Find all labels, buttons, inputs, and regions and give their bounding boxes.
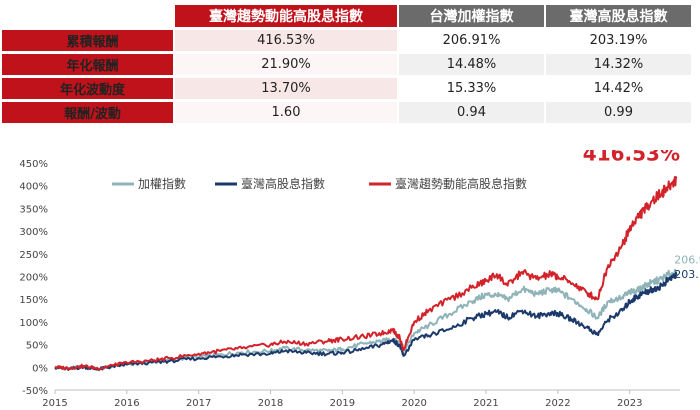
x-tick-label: 2020 [401,398,426,409]
y-tick-label: 100% [19,318,48,329]
x-tick-label: 2019 [330,398,355,409]
end-value-label: 206.91% [674,253,700,266]
series-line-2 [54,271,678,371]
row-label: 累積報酬 [2,30,173,51]
stats-row-annual-volatility: 年化波動度 13.70% 15.33% 14.42% [2,78,691,99]
momentum-value: 416.53% [175,30,397,51]
high-dividend-value: 14.32% [546,54,691,75]
end-value-label: 203.19% [674,268,700,281]
row-label: 報酬/波動 [2,102,173,123]
y-tick-label: 0% [32,363,48,374]
y-tick-label: 300% [19,227,48,238]
y-tick-label: -50% [22,386,48,397]
taiex-value: 14.48% [399,54,544,75]
x-tick-label: 2021 [473,398,498,409]
stats-header-high-dividend: 臺灣高股息指數 [546,5,691,27]
x-tick-label: 2023 [617,398,642,409]
series-line-3 [54,176,678,371]
series-line-1 [54,268,678,372]
legend-label: 加權指數 [138,176,186,191]
legend-label: 臺灣趨勢動能高股息指數 [395,176,527,191]
x-tick-label: 2016 [114,398,139,409]
stats-table: 臺灣趨勢動能高股息指數 台灣加權指數 臺灣高股息指數 累積報酬 416.53% … [0,2,693,126]
momentum-value: 1.60 [175,102,397,123]
momentum-value: 13.70% [175,78,397,99]
high-dividend-value: 203.19% [546,30,691,51]
y-tick-label: 200% [19,273,48,284]
taiex-value: 15.33% [399,78,544,99]
high-dividend-value: 14.42% [546,78,691,99]
x-tick-label: 2018 [258,398,283,409]
stats-row-return-volatility: 報酬/波動 1.60 0.94 0.99 [2,102,691,123]
taiex-value: 206.91% [399,30,544,51]
y-tick-label: 350% [19,204,48,215]
x-tick-label: 2022 [545,398,570,409]
taiex-value: 0.94 [399,102,544,123]
x-tick-label: 2017 [186,398,211,409]
high-dividend-value: 0.99 [546,102,691,123]
y-tick-label: 50% [26,341,48,352]
stats-row-annual-return: 年化報酬 21.90% 14.48% 14.32% [2,54,691,75]
y-tick-label: 250% [19,250,48,261]
stats-row-cumulative-return: 累積報酬 416.53% 206.91% 203.19% [2,30,691,51]
stats-header-taiex: 台灣加權指數 [399,5,544,27]
row-label: 年化波動度 [2,78,173,99]
stats-header-blank [2,5,173,27]
end-value-label: 416.53% [583,150,680,165]
y-tick-label: 150% [19,295,48,306]
legend-label: 臺灣高股息指數 [241,176,325,191]
momentum-value: 21.90% [175,54,397,75]
row-label: 年化報酬 [2,54,173,75]
y-tick-label: 400% [19,182,48,193]
stats-header-row: 臺灣趨勢動能高股息指數 台灣加權指數 臺灣高股息指數 [2,5,691,27]
x-tick-label: 2015 [42,398,67,409]
performance-line-chart: 450% 400% 350% 300% 250% 200% 150% 100% 50% 0% -50… [19,150,700,409]
stats-header-momentum-index: 臺灣趨勢動能高股息指數 [175,5,397,27]
y-tick-label: 450% [19,159,48,170]
